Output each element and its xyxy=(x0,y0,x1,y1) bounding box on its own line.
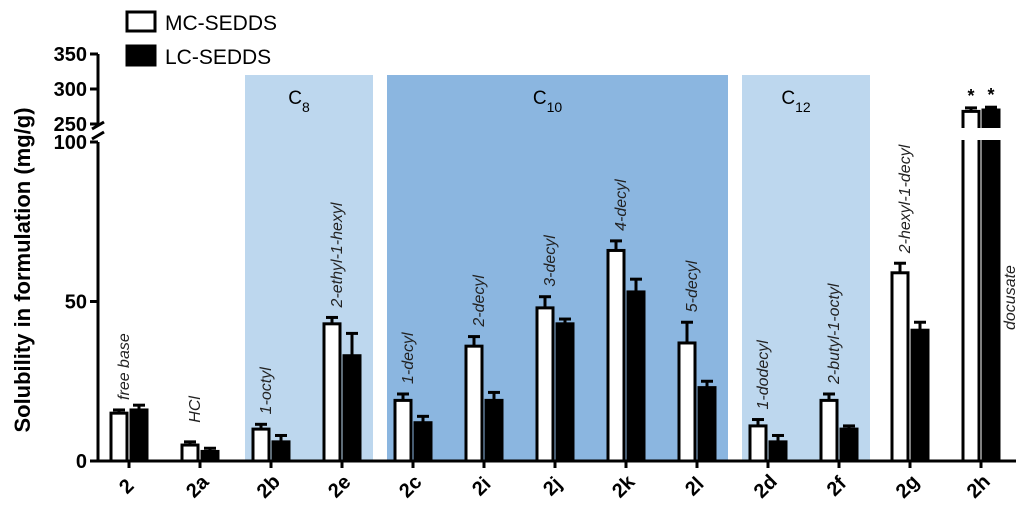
bar-lc-sedds-2f xyxy=(839,427,859,463)
bar-lc-sedds-2e xyxy=(342,354,362,463)
bar-lc-sedds-2c xyxy=(413,421,433,463)
legend-label-lc-sedds: LC-SEDDS xyxy=(165,46,271,69)
y-tick-label-50: 50 xyxy=(65,292,87,314)
bar-mc-sedds-2c xyxy=(393,398,413,463)
bar-break-gap-1 xyxy=(980,128,1002,140)
bar-mc-sedds-2h xyxy=(961,109,981,463)
x-tick-label-2f: 2f xyxy=(823,472,851,500)
legend-swatch-lc-sedds xyxy=(125,44,157,67)
bar-lc-sedds-2b xyxy=(271,440,291,463)
x-tick-label-2a: 2a xyxy=(182,470,214,502)
bar-lc-sedds-2h xyxy=(981,108,1001,463)
y-tick-label-350: 350 xyxy=(54,44,87,66)
legend: MC-SEDDS LC-SEDDS xyxy=(125,10,277,69)
bar-label-2l: 5-decyl xyxy=(684,260,701,312)
bar-series: free base HCl 1-octyl 2-ethyl-1-hexyl 1-decy… xyxy=(109,85,1016,463)
bar-lc-sedds-2l xyxy=(697,386,717,463)
bar-lc-sedds-2j xyxy=(555,322,575,463)
x-tick-label-2: 2 xyxy=(115,475,138,498)
y-tick-label-250: 250 xyxy=(54,114,87,136)
y-tick-label-100: 100 xyxy=(54,132,87,154)
bar-label-2a: HCl xyxy=(187,396,204,423)
region-label-2: C10 xyxy=(533,88,563,115)
bar-mc-sedds-2f xyxy=(819,398,839,463)
x-tick-label-2c: 2c xyxy=(395,471,426,502)
bar-mc-sedds-2k xyxy=(606,248,626,463)
bar-label-2f: 2-butyl-1-octyl xyxy=(826,283,843,385)
bar-mc-sedds-2a xyxy=(180,443,200,463)
x-tick-label-2l: 2l xyxy=(681,473,708,500)
x-tick-label-2g: 2g xyxy=(892,471,924,503)
significance-marker: * xyxy=(967,86,974,106)
bar-label-2h: docusate xyxy=(1002,265,1016,330)
x-tick-label-2i: 2i xyxy=(468,473,495,500)
bar-label-2: free base xyxy=(116,333,133,400)
bar-mc-sedds-2l xyxy=(677,341,697,463)
y-tick-label-300: 300 xyxy=(54,79,87,101)
x-tick-label-2e: 2e xyxy=(324,471,355,502)
significance-marker: * xyxy=(987,85,994,105)
x-tick-label-2k: 2k xyxy=(608,470,640,502)
bar-label-2e: 2-ethyl-1-hexyl xyxy=(329,202,346,308)
x-tick-label-2d: 2d xyxy=(750,471,782,503)
legend-label-mc-sedds: MC-SEDDS xyxy=(165,12,277,35)
bar-lc-sedds-2d xyxy=(768,440,788,463)
bar-mc-sedds-2e xyxy=(322,322,342,463)
bar-label-2c: 1-decyl xyxy=(400,332,417,384)
region-label-3: C12 xyxy=(781,88,811,115)
bar-mc-sedds-2b xyxy=(251,427,271,463)
bar-mc-sedds-2g xyxy=(890,271,910,463)
bar-break-gap-0 xyxy=(960,128,982,140)
x-tick-label-2b: 2b xyxy=(253,471,285,503)
bar-label-2j: 3-decyl xyxy=(542,235,559,287)
bar-lc-sedds-2k xyxy=(626,290,646,463)
y-tick-label-0: 0 xyxy=(76,451,87,473)
bar-mc-sedds-2j xyxy=(535,306,555,463)
bar-label-2g: 2-hexyl-1-decyl xyxy=(897,144,914,254)
bar-label-2d: 1-dodecyl xyxy=(755,340,772,410)
bar-mc-sedds-2i xyxy=(464,344,484,463)
bar-label-2b: 1-octyl xyxy=(258,367,275,415)
carbon-chain-regions: C8 C10 C12 xyxy=(245,75,870,461)
bar-mc-sedds-2d xyxy=(748,424,768,463)
bar-lc-sedds-2g xyxy=(910,328,930,463)
bar-label-2i: 2-decyl xyxy=(471,275,488,328)
bar-lc-sedds-2 xyxy=(129,408,149,463)
bar-label-2k: 4-decyl xyxy=(613,179,630,231)
bar-mc-sedds-2 xyxy=(109,411,129,463)
region-band-3 xyxy=(742,75,870,461)
bar-lc-sedds-2i xyxy=(484,398,504,463)
y-axis-label: Solubility in formulation (mg/g) xyxy=(10,107,35,432)
x-tick-label-2h: 2h xyxy=(963,471,995,503)
region-label-1: C8 xyxy=(288,88,310,115)
legend-swatch-mc-sedds xyxy=(125,10,157,33)
x-tick-label-2j: 2j xyxy=(539,473,566,500)
